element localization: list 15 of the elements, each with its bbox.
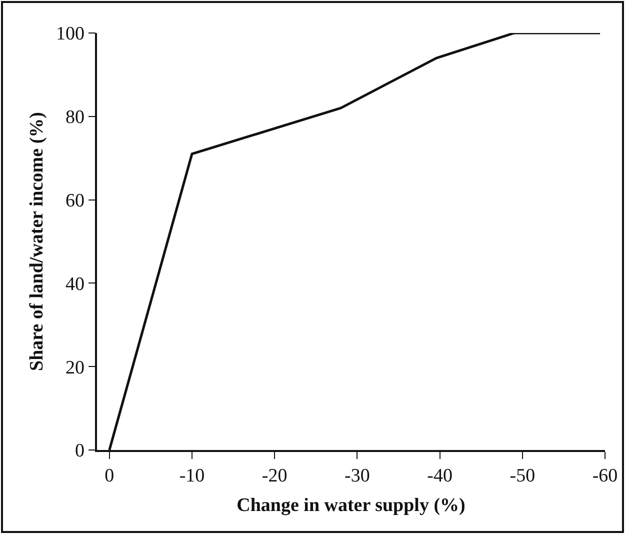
y-tick-label: 20 <box>65 357 84 378</box>
y-tick-label: 0 <box>74 440 84 462</box>
x-tick-label: -10 <box>179 466 205 487</box>
y-tick-label: 60 <box>65 190 84 212</box>
y-tick-label: 40 <box>65 274 84 295</box>
y-tick-label: 80 <box>65 107 84 128</box>
x-tick-label: -40 <box>427 466 452 487</box>
x-tick-label: -50 <box>510 466 536 487</box>
y-axis-title: Share of land/water income (%) <box>26 112 48 371</box>
x-tick-label: 0 <box>104 466 114 487</box>
x-tick-label: -20 <box>262 466 288 487</box>
x-axis-title: Change in water supply (%) <box>236 494 466 516</box>
x-tick-label: -30 <box>344 466 370 487</box>
y-tick-label: 100 <box>56 24 84 45</box>
x-tick-label: -60 <box>592 466 618 487</box>
